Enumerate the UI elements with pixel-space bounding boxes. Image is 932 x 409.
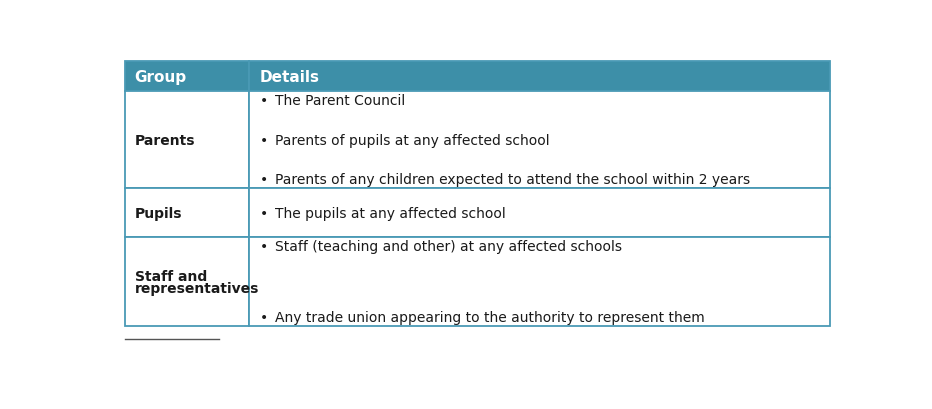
Text: Staff and: Staff and [134, 269, 207, 283]
Text: •: • [260, 239, 268, 254]
Bar [125, 92, 249, 189]
Text: •: • [260, 310, 268, 324]
Text: •: • [260, 133, 268, 147]
Bar [249, 62, 830, 92]
Bar [249, 92, 830, 189]
Text: •: • [260, 173, 268, 187]
Bar [125, 189, 249, 238]
Text: Parents of any children expected to attend the school within 2 years: Parents of any children expected to atte… [275, 173, 749, 187]
Bar [125, 238, 249, 326]
Text: The pupils at any affected school: The pupils at any affected school [275, 206, 505, 220]
Text: Details: Details [260, 70, 320, 84]
Text: The Parent Council: The Parent Council [275, 94, 404, 108]
Text: representatives: representatives [134, 281, 259, 295]
Text: Group: Group [134, 70, 186, 84]
Text: Any trade union appearing to the authority to represent them: Any trade union appearing to the authori… [275, 310, 705, 324]
Text: Parents of pupils at any affected school: Parents of pupils at any affected school [275, 133, 549, 147]
Text: Staff (teaching and other) at any affected schools: Staff (teaching and other) at any affect… [275, 239, 622, 254]
Text: •: • [260, 206, 268, 220]
Text: Parents: Parents [134, 133, 195, 147]
Text: •: • [260, 94, 268, 108]
Bar [125, 62, 249, 92]
Text: Pupils: Pupils [134, 206, 182, 220]
Bar [249, 189, 830, 238]
Bar [249, 238, 830, 326]
